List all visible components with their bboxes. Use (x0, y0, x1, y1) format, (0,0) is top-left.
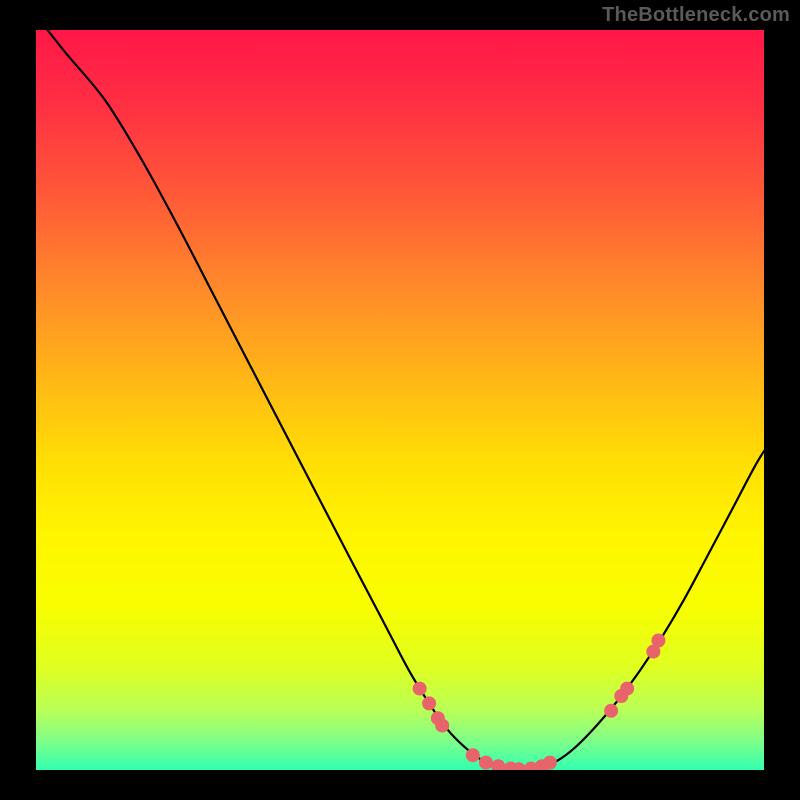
data-marker (422, 696, 436, 710)
data-marker (435, 719, 449, 733)
data-marker (491, 759, 505, 773)
data-marker (512, 762, 526, 776)
data-marker (413, 682, 427, 696)
data-marker (543, 756, 557, 770)
chart-stage: TheBottleneck.com (0, 0, 800, 800)
bottleneck-chart (0, 0, 800, 800)
data-marker (604, 704, 618, 718)
data-marker (479, 756, 493, 770)
watermark-text: TheBottleneck.com (602, 4, 790, 27)
gradient-background (36, 30, 764, 770)
data-marker (651, 634, 665, 648)
data-marker (620, 682, 634, 696)
data-marker (466, 748, 480, 762)
